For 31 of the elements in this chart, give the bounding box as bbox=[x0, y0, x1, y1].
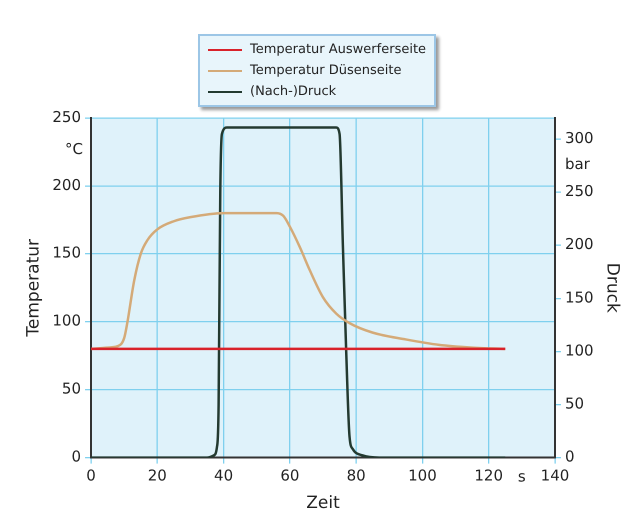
y2-axis-title: Druck bbox=[602, 262, 622, 313]
y2-tick-label: 100 bbox=[564, 341, 594, 360]
text: s bbox=[518, 468, 526, 486]
y2-tick-label: 150 bbox=[564, 288, 594, 306]
y-tick-label: 200 bbox=[52, 176, 82, 194]
legend-label: Temperatur Auswerferseite bbox=[249, 41, 426, 59]
y-tick-label: 50 bbox=[62, 380, 82, 398]
y-tick-label: 0 bbox=[71, 447, 82, 466]
y2-tick-label: 250 bbox=[564, 182, 594, 200]
x-tick-label: 100 bbox=[408, 466, 437, 484]
x-tick-label: 60 bbox=[280, 466, 300, 484]
y-tick-label: 100 bbox=[52, 312, 82, 330]
y2-tick-label: 50 bbox=[564, 394, 584, 412]
y2-tick-label: 300 bbox=[564, 129, 594, 148]
x-tick-label: 0 bbox=[86, 466, 96, 484]
text: °C bbox=[65, 140, 84, 158]
line-series bbox=[91, 126, 507, 458]
y2-tick-label: 200 bbox=[564, 235, 594, 254]
legend-label: (Nach-)Druck bbox=[249, 83, 338, 101]
x-tick-label: 80 bbox=[346, 466, 366, 484]
x-tick-label: 120 bbox=[474, 466, 504, 484]
x-axis-title: Zeit bbox=[306, 493, 340, 514]
y-tick-label: 250 bbox=[52, 108, 82, 126]
legend-label: Temperatur Düsenseite bbox=[249, 62, 403, 80]
y2-tick-label: 0 bbox=[564, 447, 575, 466]
x-tick-label: 140 bbox=[540, 466, 570, 484]
x-tick-label: 40 bbox=[214, 466, 234, 484]
x-tick-label: 20 bbox=[148, 466, 167, 484]
y-tick-label: 150 bbox=[52, 244, 82, 262]
text: bar bbox=[564, 155, 591, 174]
y-axis-title: Temperatur bbox=[24, 238, 44, 338]
